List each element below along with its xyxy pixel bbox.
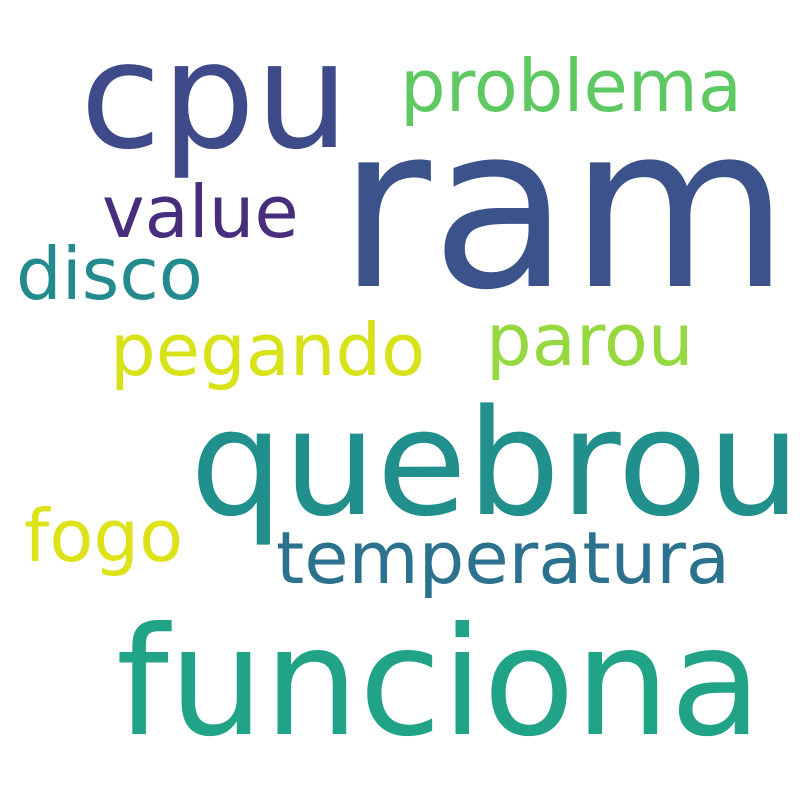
word-temperatura: temperatura (276, 516, 730, 600)
word-ram: ram (338, 77, 790, 340)
word-value: value (102, 170, 299, 254)
word-pegando: pegando (110, 308, 426, 392)
word-disco: disco (16, 232, 203, 316)
word-fogo: fogo (24, 494, 184, 578)
word-parou: parou (486, 298, 694, 382)
word-funciona: funciona (116, 596, 762, 770)
word-problema: problema (400, 44, 743, 128)
word-quebrou: quebrou (190, 378, 800, 549)
word-cpu: cpu (80, 10, 350, 182)
